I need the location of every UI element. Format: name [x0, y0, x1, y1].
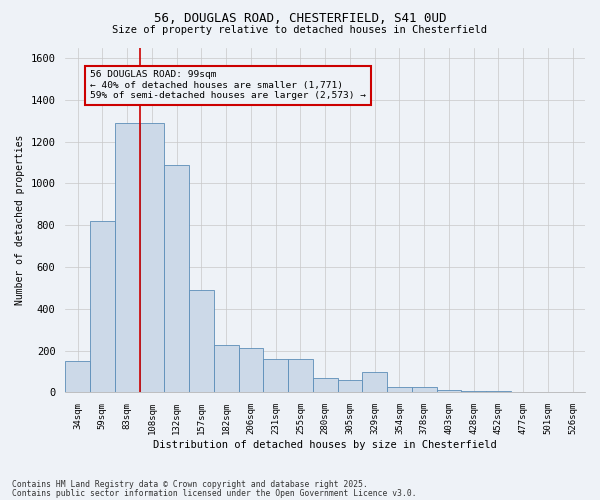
Bar	[461, 391, 486, 392]
Text: Contains public sector information licensed under the Open Government Licence v3: Contains public sector information licen…	[12, 488, 416, 498]
Bar	[288, 359, 313, 392]
Y-axis label: Number of detached properties: Number of detached properties	[15, 135, 25, 305]
Bar	[263, 359, 288, 392]
Text: Contains HM Land Registry data © Crown copyright and database right 2025.: Contains HM Land Registry data © Crown c…	[12, 480, 368, 489]
Bar	[412, 386, 437, 392]
Bar	[90, 221, 115, 392]
X-axis label: Distribution of detached houses by size in Chesterfield: Distribution of detached houses by size …	[153, 440, 497, 450]
Bar	[437, 390, 461, 392]
Text: 56, DOUGLAS ROAD, CHESTERFIELD, S41 0UD: 56, DOUGLAS ROAD, CHESTERFIELD, S41 0UD	[154, 12, 446, 26]
Text: Size of property relative to detached houses in Chesterfield: Size of property relative to detached ho…	[113, 25, 487, 35]
Bar	[313, 378, 338, 392]
Bar	[65, 361, 90, 392]
Bar	[214, 346, 239, 393]
Bar	[338, 380, 362, 392]
Text: 56 DOUGLAS ROAD: 99sqm
← 40% of detached houses are smaller (1,771)
59% of semi-: 56 DOUGLAS ROAD: 99sqm ← 40% of detached…	[90, 70, 366, 101]
Bar	[140, 123, 164, 392]
Bar	[164, 164, 189, 392]
Bar	[239, 348, 263, 393]
Bar	[387, 386, 412, 392]
Bar	[115, 123, 140, 392]
Bar	[189, 290, 214, 392]
Bar	[362, 372, 387, 392]
